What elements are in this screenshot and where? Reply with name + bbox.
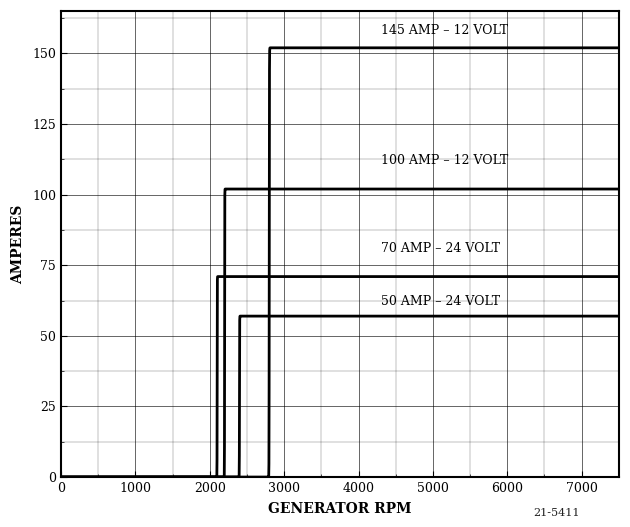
Text: 145 AMP – 12 VOLT: 145 AMP – 12 VOLT [381, 24, 508, 37]
X-axis label: GENERATOR RPM: GENERATOR RPM [268, 502, 411, 516]
Text: 50 AMP – 24 VOLT: 50 AMP – 24 VOLT [381, 296, 500, 308]
Text: 70 AMP – 24 VOLT: 70 AMP – 24 VOLT [381, 242, 500, 255]
Text: 21-5411: 21-5411 [533, 509, 580, 519]
Text: 100 AMP – 12 VOLT: 100 AMP – 12 VOLT [381, 154, 508, 167]
Y-axis label: AMPERES: AMPERES [11, 204, 25, 284]
